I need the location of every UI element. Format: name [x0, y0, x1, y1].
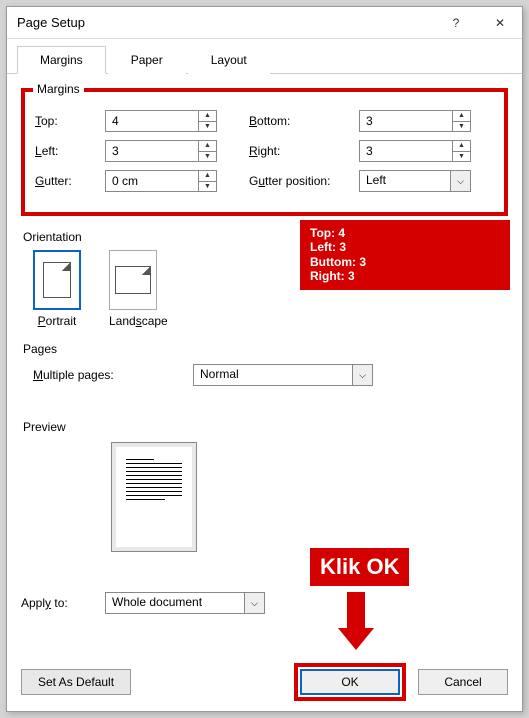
ok-button[interactable]: OK	[300, 669, 400, 695]
help-icon: ?	[453, 16, 460, 30]
left-spin-arrows[interactable]: ▲▼	[198, 141, 216, 161]
apply-to-label: Apply to:	[21, 596, 105, 610]
multiple-pages-combo[interactable]: Normal ⌵	[193, 364, 373, 386]
ok-highlight: OK	[294, 663, 406, 701]
chevron-down-icon: ⌵	[352, 365, 372, 385]
top-spinner[interactable]: ▲▼	[105, 110, 217, 132]
gutter-label: Gutter:	[35, 174, 105, 188]
top-spin-arrows[interactable]: ▲▼	[198, 111, 216, 131]
pages-legend: Pages	[23, 342, 508, 356]
gutter-pos-value: Left	[360, 171, 450, 191]
multiple-pages-value: Normal	[194, 365, 352, 385]
portrait-label: Portrait	[33, 314, 81, 328]
tab-margins[interactable]: Margins	[17, 46, 106, 74]
right-input[interactable]	[360, 141, 452, 161]
chevron-down-icon: ⌵	[450, 171, 470, 191]
left-input[interactable]	[106, 141, 198, 161]
bottom-label: Bottom:	[249, 114, 359, 128]
left-spinner[interactable]: ▲▼	[105, 140, 217, 162]
tab-layout[interactable]: Layout	[188, 46, 270, 74]
annotation-margins: Top: 4 Left: 3 Buttom: 3 Right: 3	[300, 220, 510, 290]
close-button[interactable]: ✕	[478, 7, 522, 39]
margins-group: Margins Top: ▲▼ Bottom: ▲▼ Left: ▲▼	[21, 88, 508, 216]
page-setup-dialog: Page Setup ? ✕ Margins Paper Layout Marg…	[6, 6, 523, 712]
gutter-pos-label: Gutter position:	[249, 174, 359, 188]
annotation-arrow-icon	[338, 592, 374, 652]
dialog-footer: Set As Default OK Cancel	[21, 663, 508, 701]
apply-to-value: Whole document	[106, 593, 244, 613]
apply-to-combo[interactable]: Whole document ⌵	[105, 592, 265, 614]
right-spinner[interactable]: ▲▼	[359, 140, 471, 162]
orientation-portrait[interactable]: Portrait	[33, 250, 81, 328]
chevron-down-icon: ⌵	[244, 593, 264, 613]
preview-thumbnail	[111, 442, 197, 552]
bottom-spin-arrows[interactable]: ▲▼	[452, 111, 470, 131]
tab-paper[interactable]: Paper	[108, 46, 186, 74]
orientation-landscape[interactable]: Landscape	[109, 250, 168, 328]
top-input[interactable]	[106, 111, 198, 131]
gutter-spin-arrows[interactable]: ▲▼	[198, 171, 216, 191]
bottom-input[interactable]	[360, 111, 452, 131]
help-button[interactable]: ?	[434, 7, 478, 39]
margins-legend: Margins	[33, 82, 84, 96]
titlebar: Page Setup ? ✕	[7, 7, 522, 39]
gutter-input[interactable]	[106, 171, 198, 191]
portrait-icon	[33, 250, 81, 310]
cancel-button[interactable]: Cancel	[418, 669, 508, 695]
right-label: Right:	[249, 144, 359, 158]
gutter-spinner[interactable]: ▲▼	[105, 170, 217, 192]
left-label: Left:	[35, 144, 105, 158]
multiple-pages-label: Multiple pages:	[33, 368, 193, 382]
right-spin-arrows[interactable]: ▲▼	[452, 141, 470, 161]
annotation-klik-ok: Klik OK	[310, 548, 409, 586]
close-icon: ✕	[495, 16, 505, 30]
set-default-button[interactable]: Set As Default	[21, 669, 131, 695]
dialog-body: Margins Top: ▲▼ Bottom: ▲▼ Left: ▲▼	[7, 74, 522, 624]
dialog-title: Page Setup	[17, 15, 434, 30]
bottom-spinner[interactable]: ▲▼	[359, 110, 471, 132]
preview-legend: Preview	[23, 420, 508, 434]
landscape-label: Landscape	[109, 314, 168, 328]
landscape-icon	[109, 250, 157, 310]
gutter-pos-combo[interactable]: Left ⌵	[359, 170, 471, 192]
tab-strip: Margins Paper Layout	[7, 39, 522, 74]
top-label: Top:	[35, 114, 105, 128]
